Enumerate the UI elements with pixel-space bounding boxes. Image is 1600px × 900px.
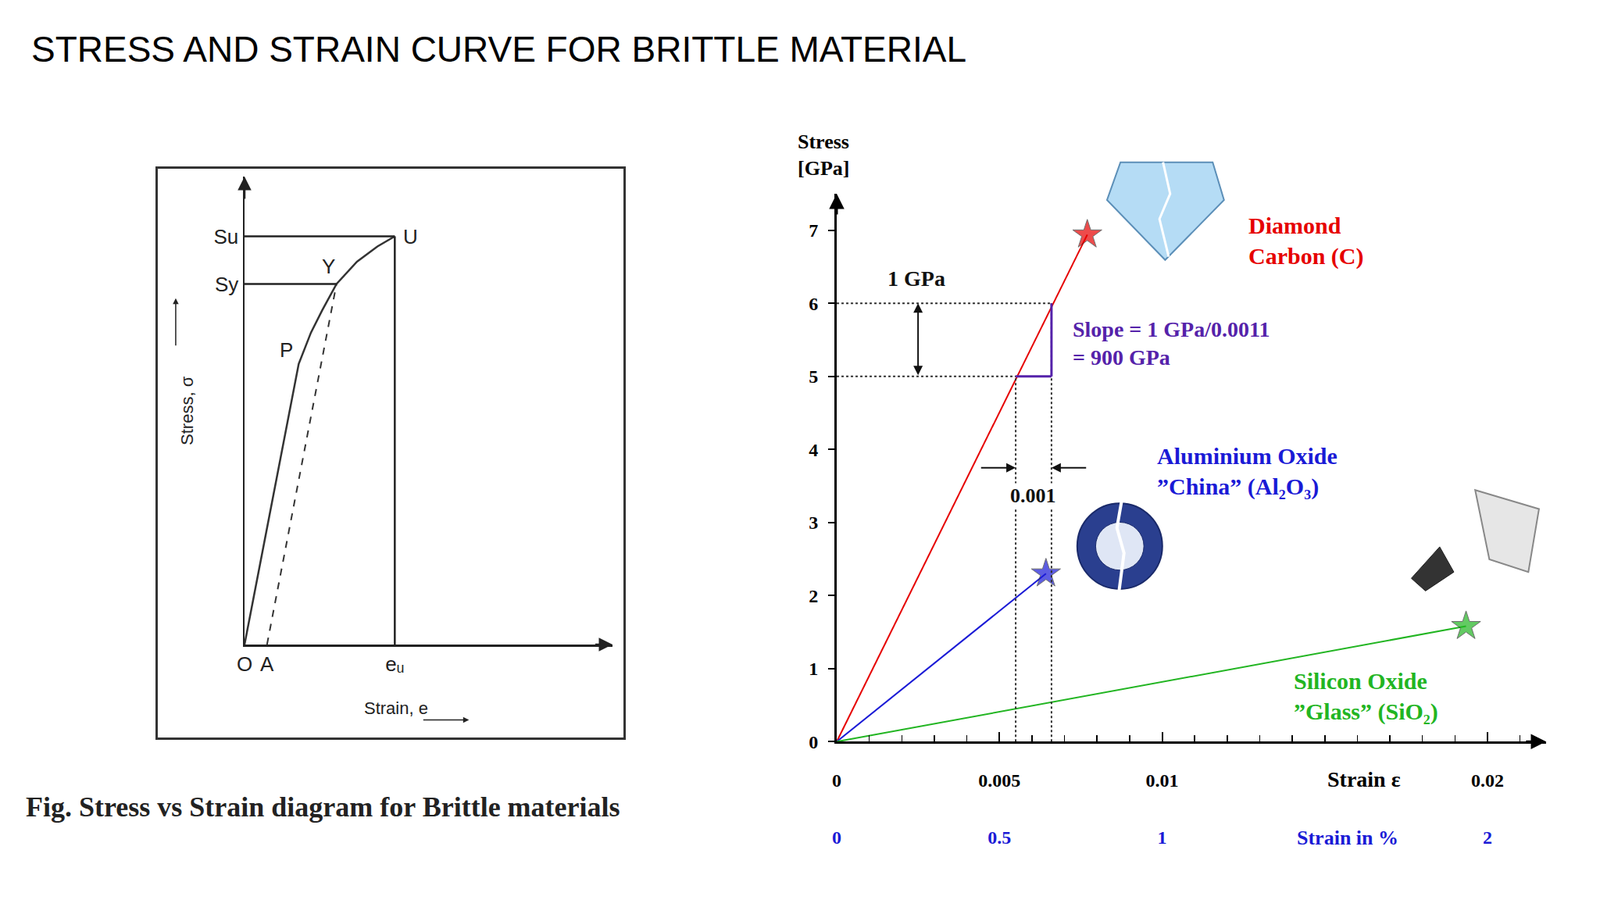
svg-text:DiamondCarbon (C): DiamondCarbon (C) — [1248, 212, 1365, 270]
svg-text:Su: Su — [213, 225, 239, 249]
svg-text:eᵤ: eᵤ — [385, 652, 404, 676]
svg-text:Silicon Oxide”Glass” (SiO₂): Silicon Oxide”Glass” (SiO₂) — [1293, 667, 1439, 725]
svg-text:1: 1 — [1157, 827, 1168, 848]
svg-text:0: 0 — [832, 827, 842, 848]
svg-text:Strain in %: Strain in % — [1296, 826, 1399, 850]
html-text:Fig. Stress vs Strain diagram: Fig. Stress vs Strain diagram for Brittl… — [25, 791, 620, 823]
svg-text:3: 3 — [808, 512, 818, 533]
svg-text:Strain ε: Strain ε — [1327, 767, 1401, 792]
svg-text:0.02: 0.02 — [1471, 770, 1504, 791]
html-text:STRESS AND STRAIN CURVE FOR BR: STRESS AND STRAIN CURVE FOR BRITTLE MATE… — [31, 28, 967, 70]
svg-text:1: 1 — [808, 658, 818, 679]
svg-text:A: A — [260, 652, 275, 676]
svg-text:Stress, σ: Stress, σ — [177, 375, 197, 446]
svg-text:1 GPa: 1 GPa — [887, 266, 946, 291]
svg-text:2: 2 — [808, 585, 818, 607]
svg-text:Strain, e: Strain, e — [364, 698, 429, 718]
svg-text:Y: Y — [321, 254, 336, 279]
svg-text:0.001: 0.001 — [1010, 484, 1057, 508]
svg-text:2: 2 — [1482, 827, 1493, 848]
svg-text:0: 0 — [808, 732, 818, 753]
svg-text:0: 0 — [832, 770, 842, 791]
svg-text:6: 6 — [808, 293, 818, 315]
svg-text:0.01: 0.01 — [1146, 770, 1179, 791]
svg-text:U: U — [403, 225, 418, 249]
svg-text:P: P — [279, 338, 293, 362]
svg-text:5: 5 — [808, 366, 818, 387]
svg-text:Aluminium Oxide”China” (Al₂O₃): Aluminium Oxide”China” (Al₂O₃) — [1157, 442, 1338, 500]
svg-text:7: 7 — [808, 220, 818, 241]
svg-text:4: 4 — [808, 439, 818, 461]
svg-text:Slope = 1 GPa/0.0011= 900 GPa: Slope = 1 GPa/0.0011= 900 GPa — [1072, 317, 1270, 370]
svg-text:Stress[GPa]: Stress[GPa] — [797, 130, 850, 180]
svg-text:0.005: 0.005 — [978, 770, 1021, 791]
svg-text:O: O — [236, 652, 253, 676]
svg-text:0.5: 0.5 — [987, 827, 1011, 848]
svg-text:Sy: Sy — [214, 272, 239, 297]
